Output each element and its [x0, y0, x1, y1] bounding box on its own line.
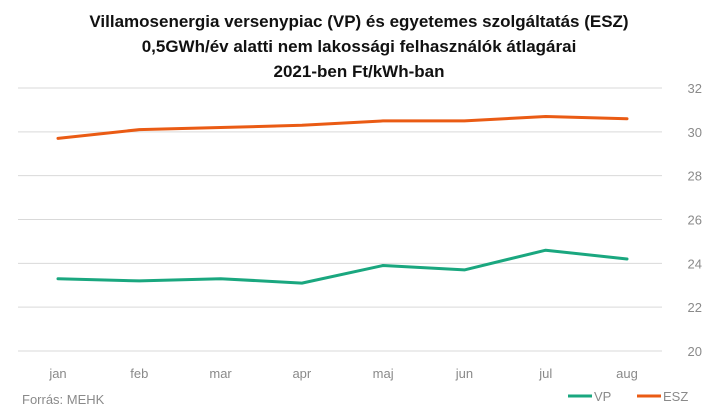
x-tick-label: jan [48, 366, 66, 381]
x-axis-tick-labels: jan feb mar apr maj jun jul aug [48, 366, 638, 381]
legend-label-esz: ESZ [663, 389, 688, 404]
x-tick-label: aug [616, 366, 638, 381]
y-tick-label: 22 [688, 300, 702, 315]
y-tick-label: 30 [688, 125, 702, 140]
chart-title-line-3: 2021-ben Ft/kWh-ban [274, 62, 445, 81]
y-tick-label: 32 [688, 81, 702, 96]
y-tick-label: 28 [688, 169, 702, 184]
legend: VP ESZ [568, 389, 688, 404]
y-tick-label: 24 [688, 256, 702, 271]
x-tick-label: jul [538, 366, 552, 381]
source-note: Forrás: MEHK [22, 392, 105, 407]
gridlines [18, 87, 662, 352]
chart-title-line-2: 0,5GWh/év alatti nem lakossági felhaszná… [142, 37, 577, 56]
y-tick-label: 26 [688, 213, 702, 228]
legend-label-vp: VP [594, 389, 611, 404]
x-tick-label: mar [209, 366, 232, 381]
x-tick-label: maj [373, 366, 394, 381]
chart-title: Villamosenergia versenypiac (VP) és egye… [89, 12, 628, 81]
x-tick-label: feb [130, 366, 148, 381]
series-line-esz [56, 115, 629, 140]
x-tick-label: jun [455, 366, 473, 381]
x-tick-label: apr [292, 366, 311, 381]
y-axis-tick-labels: 20 22 24 26 28 30 32 [688, 81, 702, 359]
y-tick-label: 20 [688, 344, 702, 359]
series-lines [56, 115, 629, 285]
series-line-vp [56, 248, 629, 285]
chart-title-line-1: Villamosenergia versenypiac (VP) és egye… [89, 12, 628, 31]
